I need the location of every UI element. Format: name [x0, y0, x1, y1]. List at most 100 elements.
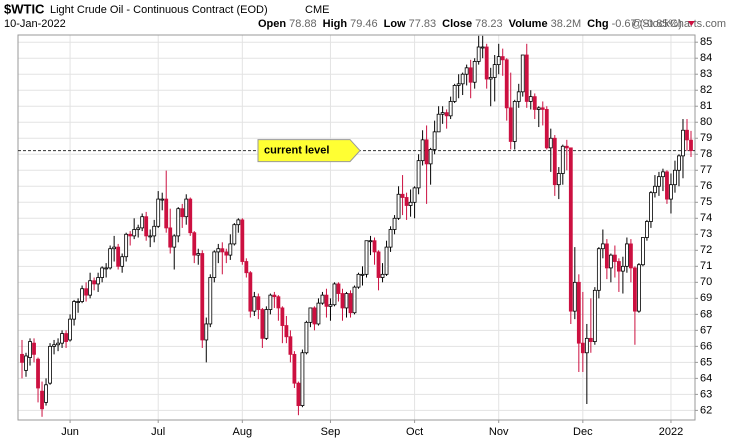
candle-body: [408, 201, 413, 206]
change-arrow: [687, 21, 695, 26]
candle-body: [616, 261, 621, 272]
y-tick-label: 83: [700, 68, 712, 80]
candle-body: [200, 253, 205, 341]
y-tick-label: 71: [700, 260, 712, 272]
candle-body: [372, 240, 377, 253]
x-tick-label: Nov: [489, 426, 509, 438]
candle-body: [673, 169, 677, 186]
candle-body: [304, 321, 309, 354]
candle-body: [476, 46, 481, 62]
candle-body: [612, 254, 617, 262]
symbol: $WTIC: [4, 1, 45, 16]
candle-body: [637, 264, 641, 312]
candle-body: [592, 289, 597, 342]
candle-body: [164, 198, 169, 229]
candle-body: [620, 265, 625, 272]
x-tick-label: Jun: [61, 426, 79, 438]
candle-body: [432, 131, 437, 150]
candle-body: [528, 96, 533, 102]
candle-body: [248, 272, 253, 312]
candle-body: [424, 139, 429, 165]
candle-body: [504, 59, 509, 109]
y-tick-label: 75: [700, 196, 712, 208]
candle-body: [112, 246, 117, 250]
exchange: CME: [305, 4, 329, 16]
candle-body: [665, 171, 669, 200]
candle-body: [564, 145, 569, 149]
candle-body: [556, 173, 561, 186]
candle-body: [220, 248, 225, 253]
candle-body: [264, 309, 269, 339]
candle-body: [596, 248, 601, 291]
candle-body: [448, 101, 453, 117]
stat-value: 79.46: [350, 18, 378, 30]
y-tick-label: 77: [700, 164, 712, 176]
candle-body: [384, 246, 389, 275]
candle-body: [124, 233, 129, 258]
candle-body: [308, 307, 313, 323]
candle-body: [392, 217, 397, 230]
candle-body: [629, 243, 633, 269]
candle-body: [488, 77, 493, 80]
candle-body: [472, 61, 477, 83]
candle-body: [300, 352, 305, 406]
candle-body: [500, 56, 505, 61]
candle-body: [440, 112, 445, 115]
candle-body: [184, 198, 189, 218]
candle-body: [276, 296, 281, 309]
y-tick-label: 78: [700, 148, 712, 160]
candle-body: [24, 355, 28, 371]
candle-body: [136, 227, 141, 230]
candle-body: [368, 240, 373, 243]
x-tick-label: Oct: [406, 426, 423, 438]
candle-body: [260, 309, 265, 339]
candle-body: [492, 64, 497, 78]
candle-body: [604, 243, 609, 269]
candle-body: [348, 293, 353, 314]
candle-body: [132, 229, 137, 237]
candle-body: [552, 137, 557, 186]
candle-body: [40, 390, 44, 410]
candle-body: [100, 267, 105, 278]
candle-body: [316, 302, 321, 325]
candle-body: [324, 294, 329, 307]
candle-body: [120, 256, 125, 267]
candle-body: [428, 149, 433, 165]
candle-body: [44, 384, 48, 403]
candle-body: [204, 323, 209, 341]
y-tick-label: 67: [700, 324, 712, 336]
candle-body: [584, 337, 589, 354]
stat-label: Volume: [509, 18, 548, 30]
candle-body: [544, 109, 549, 149]
candle-body: [496, 56, 501, 66]
stat-value: -0.67 (-0.85%): [612, 18, 682, 30]
annotation-box: [257, 139, 361, 163]
y-tick-label: 72: [700, 244, 712, 256]
candle-body: [88, 280, 93, 296]
stat-label: Close: [442, 18, 472, 30]
stat-value: 38.2M: [551, 18, 582, 30]
stats: Open 78.88 High 79.46 Low 77.83 Close 78.23 Volu…: [258, 18, 695, 30]
candle-body: [232, 224, 237, 245]
y-tick-label: 70: [700, 276, 712, 288]
x-tick-label: Aug: [233, 426, 253, 438]
candle-body: [92, 280, 97, 285]
candle-body: [160, 198, 165, 201]
candle-body: [520, 54, 525, 93]
candle-body: [156, 198, 161, 227]
candle-body: [328, 304, 333, 307]
y-tick-label: 63: [700, 388, 712, 400]
candle-body: [681, 129, 685, 157]
candle-body: [36, 358, 40, 389]
candle-body: [608, 254, 613, 269]
candle-body: [228, 243, 233, 256]
y-tick-label: 65: [700, 356, 712, 368]
candle-body: [128, 233, 133, 237]
y-tick-label: 68: [700, 308, 712, 320]
candle-body: [176, 208, 181, 237]
candle-body: [641, 237, 645, 266]
candle-body: [32, 342, 36, 355]
candle-body: [108, 248, 113, 269]
